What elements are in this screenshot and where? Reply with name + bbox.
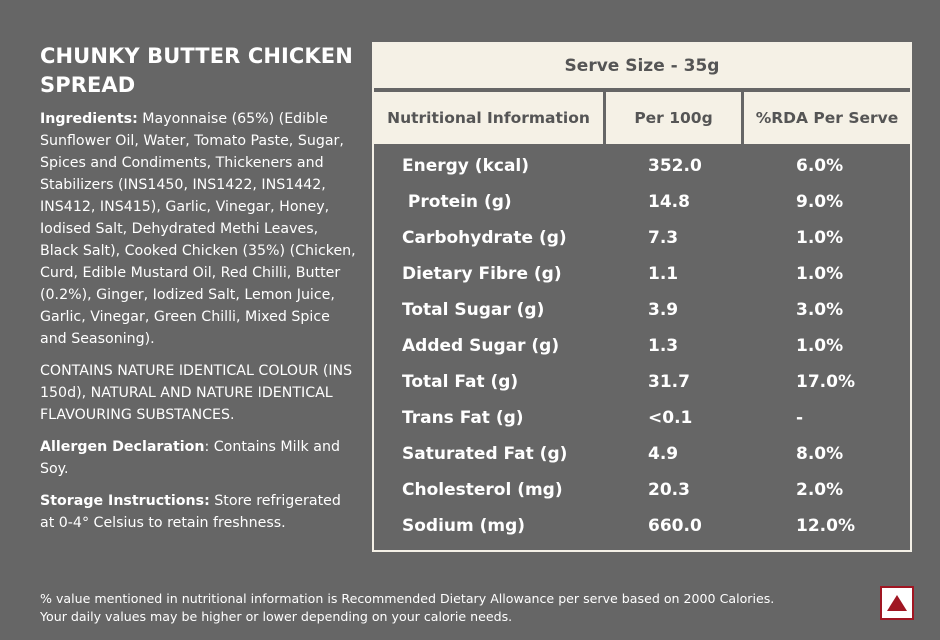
nutrient-rda: 1.0% [796, 228, 844, 248]
nutrient-name: Protein (g) [402, 192, 512, 212]
nutrient-name: Energy (kcal) [402, 156, 530, 176]
allergen-label: Allergen Declaration [40, 439, 205, 455]
nutrient-name: Saturated Fat (g) [402, 444, 568, 464]
table-row: Total Sugar (g) 3.9 3.0% [374, 292, 910, 328]
footnote-line-2: Your daily values may be higher or lower… [40, 609, 513, 624]
table-row: Energy (kcal) 352.0 6.0% [374, 148, 910, 184]
nutrient-name: Dietary Fibre (g) [402, 264, 562, 284]
nutrient-per-100g: 3.9 [648, 300, 679, 320]
table-body: Energy (kcal) 352.0 6.0% Protein (g) 14.… [374, 144, 910, 544]
triangle-logo-icon [880, 586, 914, 620]
nutrient-per-100g: 20.3 [648, 480, 690, 500]
table-row: Saturated Fat (g) 4.9 8.0% [374, 436, 910, 472]
nutrient-rda: - [796, 408, 804, 428]
allergen-paragraph: Allergen Declaration: Contains Milk and … [40, 436, 358, 480]
nutrient-name: Total Sugar (g) [402, 300, 545, 320]
allergen-text: : Contains Milk and Soy. [40, 439, 340, 477]
nutrient-rda: 8.0% [796, 444, 844, 464]
table-header-row: Nutritional Information Per 100g %RDA Pe… [374, 92, 910, 144]
table-row: Dietary Fibre (g) 1.1 1.0% [374, 256, 910, 292]
product-info: CHUNKY BUTTER CHICKEN SPREAD Ingredients… [40, 42, 358, 544]
nutrient-name: Sodium (mg) [402, 516, 526, 536]
storage-label: Storage Instructions: [40, 493, 210, 509]
nutrient-name: Added Sugar (g) [402, 336, 560, 356]
nutrient-rda: 1.0% [796, 264, 844, 284]
nutrient-per-100g: 31.7 [648, 372, 690, 392]
ingredients-label: Ingredients: [40, 111, 138, 127]
nutrient-per-100g: 14.8 [648, 192, 690, 212]
table-row: Sodium (mg) 660.0 12.0% [374, 508, 910, 544]
storage-text: Store refrigerated at 0-4° Celsius to re… [40, 493, 341, 531]
nutrient-name: Total Fat (g) [402, 372, 519, 392]
nutrient-rda: 1.0% [796, 336, 844, 356]
nutrient-per-100g: 1.3 [648, 336, 679, 356]
nutrient-rda: 9.0% [796, 192, 844, 212]
table-row: Protein (g) 14.8 9.0% [374, 184, 910, 220]
nutrient-rda: 3.0% [796, 300, 844, 320]
nutrient-per-100g: 1.1 [648, 264, 679, 284]
header-nutritional-information: Nutritional Information [374, 92, 606, 144]
nutrient-per-100g: 352.0 [648, 156, 702, 176]
footnote-line-1: % value mentioned in nutritional informa… [40, 591, 775, 606]
product-title: CHUNKY BUTTER CHICKEN SPREAD [40, 44, 353, 97]
nutrient-name: Carbohydrate (g) [402, 228, 567, 248]
nutrient-rda: 2.0% [796, 480, 844, 500]
triangle-icon [887, 595, 907, 611]
storage-paragraph: Storage Instructions: Store refrigerated… [40, 490, 358, 534]
table-row: Total Fat (g) 31.7 17.0% [374, 364, 910, 400]
nutrient-rda: 12.0% [796, 516, 855, 536]
ingredients-text: Mayonnaise (65%) (Edible Sunflower Oil, … [40, 111, 356, 347]
header-per-100g: Per 100g [606, 92, 744, 144]
table-row: Cholesterol (mg) 20.3 2.0% [374, 472, 910, 508]
nutrient-per-100g: 7.3 [648, 228, 679, 248]
nutrient-per-100g: 660.0 [648, 516, 702, 536]
nutrient-per-100g: <0.1 [648, 408, 693, 428]
nutrition-table: Serve Size - 35g Nutritional Information… [372, 42, 912, 552]
table-row: Carbohydrate (g) 7.3 1.0% [374, 220, 910, 256]
header-rda-per-serve: %RDA Per Serve [755, 109, 899, 127]
nutrient-per-100g: 4.9 [648, 444, 679, 464]
table-row: Added Sugar (g) 1.3 1.0% [374, 328, 910, 364]
contains-statement: CONTAINS NATURE IDENTICAL COLOUR (INS 15… [40, 363, 353, 423]
table-row: Trans Fat (g) <0.1 - [374, 400, 910, 436]
rda-footnote: % value mentioned in nutritional informa… [40, 590, 840, 626]
nutrient-rda: 17.0% [796, 372, 855, 392]
ingredients-paragraph: Ingredients: Mayonnaise (65%) (Edible Su… [40, 108, 358, 350]
nutrient-rda: 6.0% [796, 156, 844, 176]
serve-size-header: Serve Size - 35g [374, 44, 910, 88]
nutrient-name: Cholesterol (mg) [402, 480, 563, 500]
nutrient-name: Trans Fat (g) [402, 408, 524, 428]
